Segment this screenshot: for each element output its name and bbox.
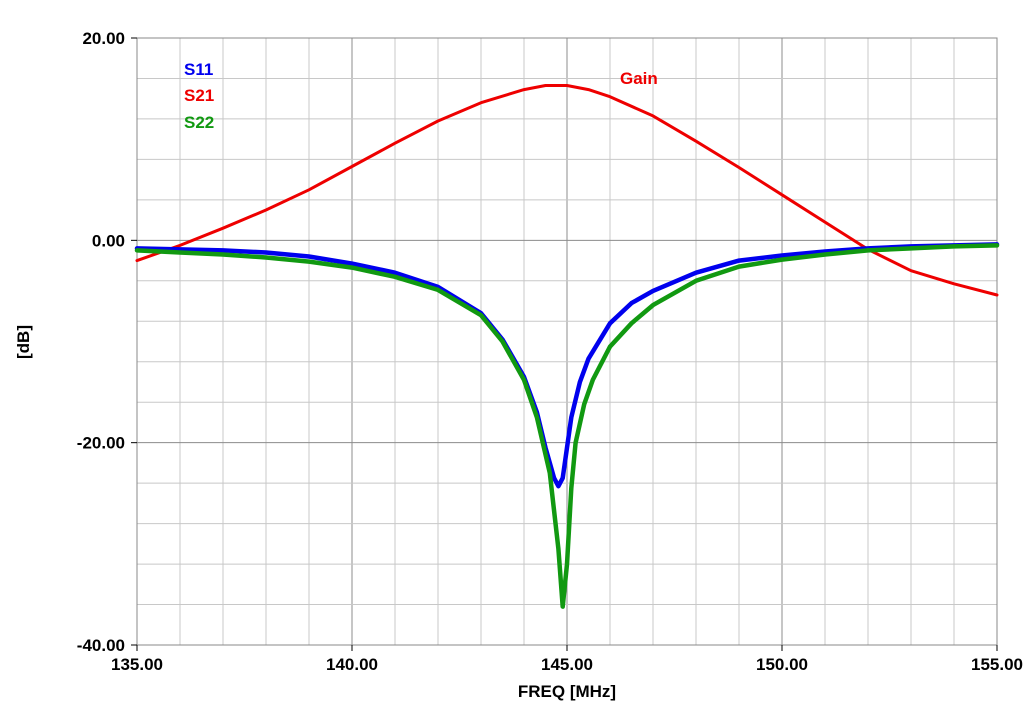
x-tick-label: 155.00 (971, 655, 1023, 674)
series-line-s11 (134, 242, 1000, 489)
y-axis-label: [dB] (14, 325, 33, 359)
series-layer (134, 84, 1000, 609)
y-tick-label: -20.00 (77, 434, 125, 453)
legend-entry-s11: S11 (184, 60, 213, 79)
y-tick-label: -40.00 (77, 636, 125, 655)
x-tick-label: 145.00 (541, 655, 593, 674)
x-tick-label: 135.00 (111, 655, 163, 674)
x-axis-label: FREQ [MHz] (518, 682, 616, 701)
tick-labels: 135.00 140.00 145.00 150.00 155.00 -40.00 -20.… (77, 29, 1023, 674)
legend-entry-s22: S22 (184, 113, 214, 132)
legend-entry-s21: S21 (184, 86, 214, 105)
gain-annotation: Gain (620, 69, 658, 88)
y-tick-label: 20.00 (82, 29, 125, 48)
y-tick-label: 0.00 (92, 231, 125, 250)
legend: S11 S21 S22 (184, 60, 214, 132)
x-tick-label: 140.00 (326, 655, 378, 674)
x-tick-label: 150.00 (756, 655, 808, 674)
series-line-s21 (135, 84, 999, 297)
series-line-s22 (134, 243, 1000, 609)
